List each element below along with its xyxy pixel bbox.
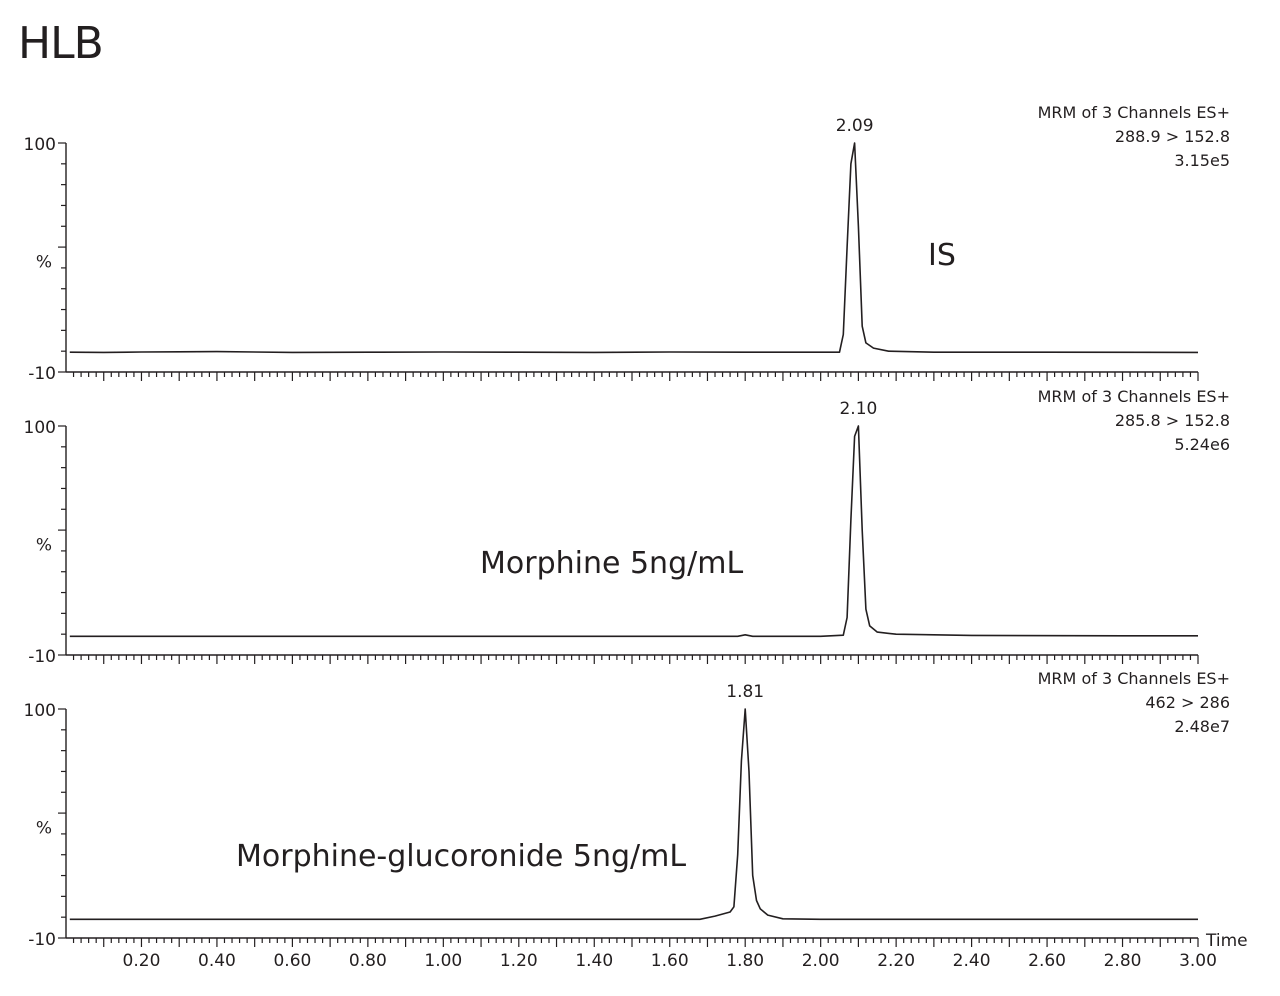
x-tick-label: 2.00 <box>802 951 840 971</box>
trace-line-2 <box>69 425 1198 638</box>
compound-annotation: IS <box>928 238 956 273</box>
x-tick-label: 0.80 <box>349 951 387 971</box>
y-tick-label-top: 100 <box>24 135 56 155</box>
compound-annotation: Morphine-glucoronide 5ng/mL <box>236 839 686 874</box>
x-tick-label: 2.80 <box>1104 951 1142 971</box>
intensity-label: 2.48e7 <box>1174 717 1230 736</box>
intensity-label: 3.15e5 <box>1174 151 1230 170</box>
y-tick-label-top: 100 <box>24 701 56 721</box>
y-tick-label-bottom: -10 <box>28 364 56 384</box>
x-axis-label: Time <box>1205 931 1248 951</box>
channel-label: MRM of 3 Channels ES+ <box>1038 387 1230 406</box>
x-tick-label: 0.60 <box>273 951 311 971</box>
trace-line-3 <box>69 708 1198 921</box>
channel-label: MRM of 3 Channels ES+ <box>1038 103 1230 122</box>
x-tick-label: 2.20 <box>877 951 915 971</box>
y-axis-label: % <box>36 536 52 556</box>
x-tick-label: 0.40 <box>198 951 236 971</box>
x-tick-label: 1.60 <box>651 951 689 971</box>
peak-retention-label: 1.81 <box>726 682 764 702</box>
y-axis-label: % <box>36 253 52 273</box>
x-tick-label: 1.00 <box>424 951 462 971</box>
y-tick-label-top: 100 <box>24 418 56 438</box>
intensity-label: 5.24e6 <box>1174 435 1230 454</box>
x-tick-label: 3.00 <box>1179 951 1217 971</box>
compound-annotation: Morphine 5ng/mL <box>480 546 743 581</box>
x-tick-label: 1.20 <box>500 951 538 971</box>
transition-label: 462 > 286 <box>1145 693 1230 712</box>
x-tick-label: 2.60 <box>1028 951 1066 971</box>
x-tick-label: 1.80 <box>726 951 764 971</box>
channel-label: MRM of 3 Channels ES+ <box>1038 669 1230 688</box>
y-tick-label-bottom: -10 <box>28 930 56 950</box>
transition-label: 285.8 > 152.8 <box>1115 411 1230 430</box>
chart-title: HLB <box>18 18 104 69</box>
peak-retention-label: 2.09 <box>836 116 874 136</box>
y-axis-label: % <box>36 819 52 839</box>
x-tick-label: 1.40 <box>575 951 613 971</box>
peak-retention-label: 2.10 <box>839 399 877 419</box>
x-tick-label: 2.40 <box>953 951 991 971</box>
x-tick-label: 0.20 <box>123 951 161 971</box>
y-tick-label-bottom: -10 <box>28 647 56 667</box>
trace-line-1 <box>69 142 1199 354</box>
transition-label: 288.9 > 152.8 <box>1115 127 1230 146</box>
